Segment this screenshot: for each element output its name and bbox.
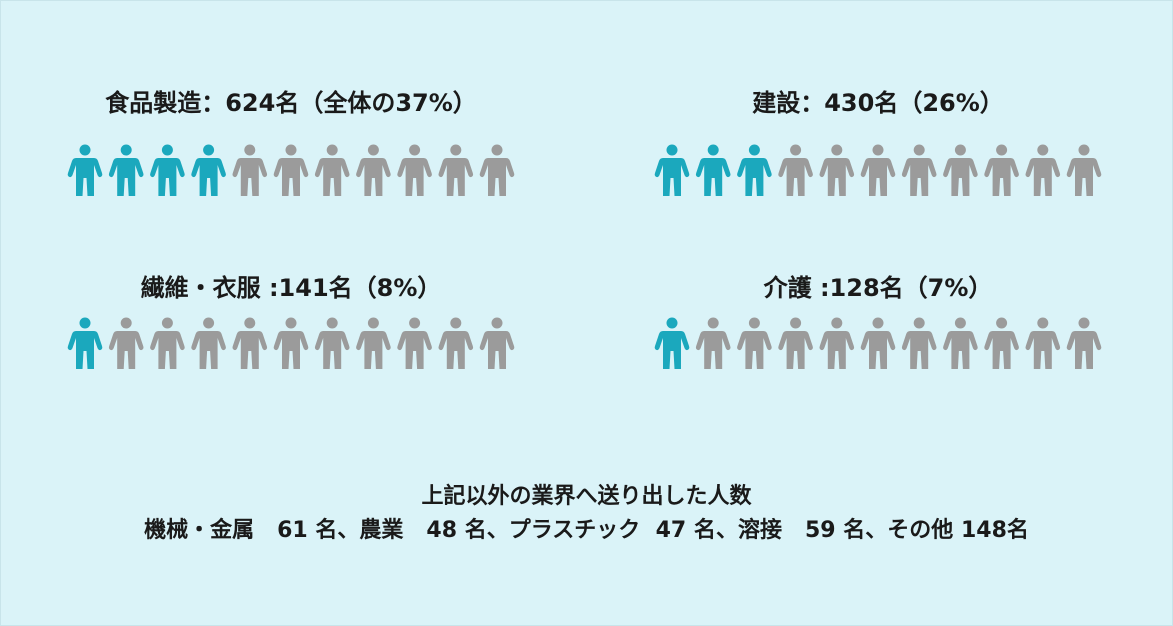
person-icon-filled bbox=[695, 144, 731, 196]
person-icon-empty bbox=[901, 144, 937, 196]
person-count: 430 bbox=[824, 89, 875, 117]
person-icon-empty bbox=[819, 317, 855, 369]
panel-nursing-care: 介護 :128名（7%） bbox=[643, 271, 1113, 369]
count-unit: 名 bbox=[275, 89, 300, 117]
panel-textile-clothing: 繊維・衣服 :141名（8%） bbox=[56, 271, 526, 369]
footer-item-count: 59 bbox=[804, 518, 836, 543]
person-icon-empty bbox=[232, 317, 268, 369]
person-icon-empty bbox=[1025, 317, 1061, 369]
person-count: 141 bbox=[278, 274, 329, 302]
person-icon-empty bbox=[860, 317, 896, 369]
people-row bbox=[643, 317, 1113, 373]
industry-label: 介護 bbox=[763, 274, 812, 302]
people-row bbox=[56, 144, 526, 200]
percentage-text: （26%） bbox=[898, 89, 1004, 117]
person-icon-empty bbox=[695, 317, 731, 369]
person-icon-empty bbox=[273, 144, 309, 196]
person-icon-empty bbox=[479, 317, 515, 369]
count-unit: 名 bbox=[328, 274, 353, 302]
person-icon-empty bbox=[314, 144, 350, 196]
footer-item-label: 農業 bbox=[359, 518, 404, 543]
person-icon-empty bbox=[356, 317, 391, 369]
person-icon-filled bbox=[654, 144, 690, 196]
person-icon-filled bbox=[191, 144, 226, 196]
panel-construction: 建設：430名（26%） bbox=[643, 86, 1113, 196]
person-icon-empty bbox=[108, 317, 144, 369]
footer-item-unit: 名 bbox=[464, 518, 487, 543]
label-separator: : bbox=[260, 274, 279, 302]
person-icon-filled bbox=[654, 317, 690, 369]
person-icon-empty bbox=[984, 317, 1019, 369]
panel-food-manufacturing: 食品製造：624名（全体の37%） bbox=[56, 86, 526, 196]
person-icon-filled bbox=[108, 144, 144, 196]
footer-item-label: 機械・金属 bbox=[144, 518, 255, 543]
footer-item-unit: 名 bbox=[693, 518, 716, 543]
footer-item-count: 47 bbox=[655, 518, 687, 543]
person-icon-empty bbox=[479, 144, 515, 196]
footer-item-label: その他 bbox=[887, 518, 954, 543]
industry-label: 食品製造 bbox=[105, 89, 202, 117]
person-icon-filled bbox=[150, 144, 185, 196]
percentage-text: （8%） bbox=[352, 274, 442, 302]
person-icon-empty bbox=[397, 317, 432, 369]
label-separator: : bbox=[811, 274, 830, 302]
panel-title: 食品製造：624名（全体の37%） bbox=[56, 86, 526, 120]
people-row bbox=[643, 144, 1113, 200]
person-icon-empty bbox=[1025, 144, 1061, 196]
person-icon-empty bbox=[860, 144, 896, 196]
footer-item-unit: 名 bbox=[1006, 518, 1029, 543]
footer-item-label: プラスチック bbox=[508, 518, 641, 543]
people-pictogram bbox=[67, 317, 515, 369]
person-icon-empty bbox=[314, 317, 350, 369]
person-icon-empty bbox=[232, 144, 268, 196]
person-icon-empty bbox=[397, 144, 432, 196]
person-icon-empty bbox=[1066, 144, 1102, 196]
footer-item-unit: 名 bbox=[315, 518, 338, 543]
people-row bbox=[56, 317, 526, 373]
person-icon-empty bbox=[438, 144, 474, 196]
people-pictogram bbox=[67, 144, 515, 196]
panel-title: 建設：430名（26%） bbox=[643, 86, 1113, 120]
people-pictogram bbox=[654, 317, 1102, 369]
person-icon-filled bbox=[67, 317, 103, 369]
other-industries-summary: 上記以外の業界へ送り出した人数 機械・金属 61 名、農業 48 名、プラスチッ… bbox=[0, 480, 1173, 548]
footer-title: 上記以外の業界へ送り出した人数 bbox=[421, 484, 752, 509]
person-icon-filled bbox=[737, 144, 772, 196]
industry-label: 建設 bbox=[752, 89, 801, 117]
person-count: 624 bbox=[225, 89, 276, 117]
person-icon-empty bbox=[356, 144, 391, 196]
person-icon-empty bbox=[150, 317, 185, 369]
person-icon-empty bbox=[901, 317, 937, 369]
people-pictogram bbox=[654, 144, 1102, 196]
panel-title: 介護 :128名（7%） bbox=[643, 271, 1113, 305]
person-icon-empty bbox=[778, 144, 813, 196]
label-separator: ： bbox=[800, 89, 825, 117]
industry-label: 繊維・衣服 bbox=[140, 274, 261, 302]
person-icon-empty bbox=[191, 317, 226, 369]
label-separator: ： bbox=[201, 89, 226, 117]
footer-item-unit: 名 bbox=[843, 518, 866, 543]
person-icon-filled bbox=[67, 144, 103, 196]
footer-item-count: 61 bbox=[277, 518, 308, 543]
person-icon-empty bbox=[778, 317, 813, 369]
person-icon-empty bbox=[943, 144, 978, 196]
person-icon-empty bbox=[737, 317, 772, 369]
person-icon-empty bbox=[438, 317, 474, 369]
count-unit: 名 bbox=[879, 274, 904, 302]
person-icon-empty bbox=[819, 144, 855, 196]
person-icon-empty bbox=[273, 317, 309, 369]
person-icon-empty bbox=[1066, 317, 1102, 369]
footer-item-label: 溶接 bbox=[737, 518, 782, 543]
person-icon-empty bbox=[943, 317, 978, 369]
panel-title: 繊維・衣服 :141名（8%） bbox=[56, 271, 526, 305]
footer-breakdown: 機械・金属 61 名、農業 48 名、プラスチック 47 名、溶接 59 名、そ… bbox=[144, 518, 1029, 543]
percentage-text: （全体の37%） bbox=[299, 89, 477, 117]
footer-item-count: 48 bbox=[426, 518, 458, 543]
footer-item-count: 148 bbox=[960, 518, 1007, 543]
count-unit: 名 bbox=[874, 89, 899, 117]
person-count: 128 bbox=[829, 274, 880, 302]
person-icon-empty bbox=[984, 144, 1019, 196]
percentage-text: （7%） bbox=[903, 274, 993, 302]
